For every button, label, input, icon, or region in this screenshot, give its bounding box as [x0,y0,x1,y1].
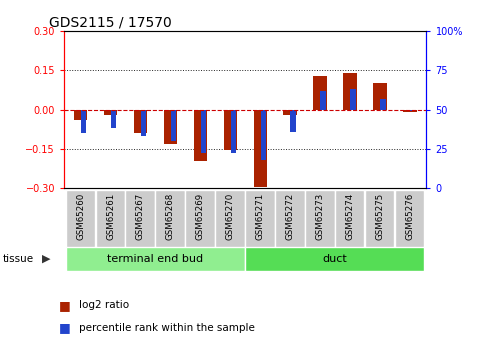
Bar [314,76,327,110]
Bar [81,110,86,133]
Text: GSM65268: GSM65268 [166,193,175,240]
Bar [245,247,424,271]
Bar [171,110,176,141]
Bar [275,190,305,247]
Text: GSM65260: GSM65260 [76,193,85,240]
Bar [260,110,266,160]
Bar [335,190,364,247]
Text: ▶: ▶ [42,254,50,264]
Text: GSM65269: GSM65269 [196,193,205,240]
Bar [231,110,236,154]
Text: GSM65261: GSM65261 [106,193,115,240]
Bar [253,110,267,187]
Text: GSM65276: GSM65276 [405,193,415,240]
Bar [403,110,417,112]
Text: GSM65273: GSM65273 [316,193,324,240]
Bar [365,190,394,247]
Bar [410,110,416,111]
Text: terminal end bud: terminal end bud [107,254,203,264]
Text: duct: duct [322,254,347,264]
Bar [126,190,155,247]
Bar [245,190,275,247]
Bar [283,110,297,115]
Bar [320,91,326,110]
Bar [185,190,215,247]
Text: GSM65271: GSM65271 [256,193,265,240]
Bar [74,110,87,120]
Text: GSM65275: GSM65275 [376,193,385,240]
Bar [395,190,424,247]
Bar [96,190,125,247]
Text: GDS2115 / 17570: GDS2115 / 17570 [49,16,172,30]
Bar [305,190,335,247]
Bar [141,110,146,136]
Bar [134,110,147,133]
Bar [104,110,117,115]
Bar [290,110,296,131]
Bar [66,190,95,247]
Bar [351,89,356,110]
Bar [164,110,177,144]
Bar [343,73,357,110]
Bar [380,99,386,110]
Text: ■: ■ [59,321,71,334]
Bar [66,247,245,271]
Bar [111,110,116,128]
Bar [223,110,237,150]
Text: log2 ratio: log2 ratio [79,300,129,310]
Text: GSM65272: GSM65272 [285,193,295,240]
Bar [201,110,206,154]
Text: GSM65270: GSM65270 [226,193,235,240]
Text: GSM65274: GSM65274 [346,193,354,240]
Bar [373,83,387,110]
Text: GSM65267: GSM65267 [136,193,145,240]
Text: ■: ■ [59,299,71,312]
Text: percentile rank within the sample: percentile rank within the sample [79,323,255,333]
Bar [155,190,185,247]
Text: tissue: tissue [2,254,34,264]
Bar [194,110,207,160]
Bar [215,190,245,247]
